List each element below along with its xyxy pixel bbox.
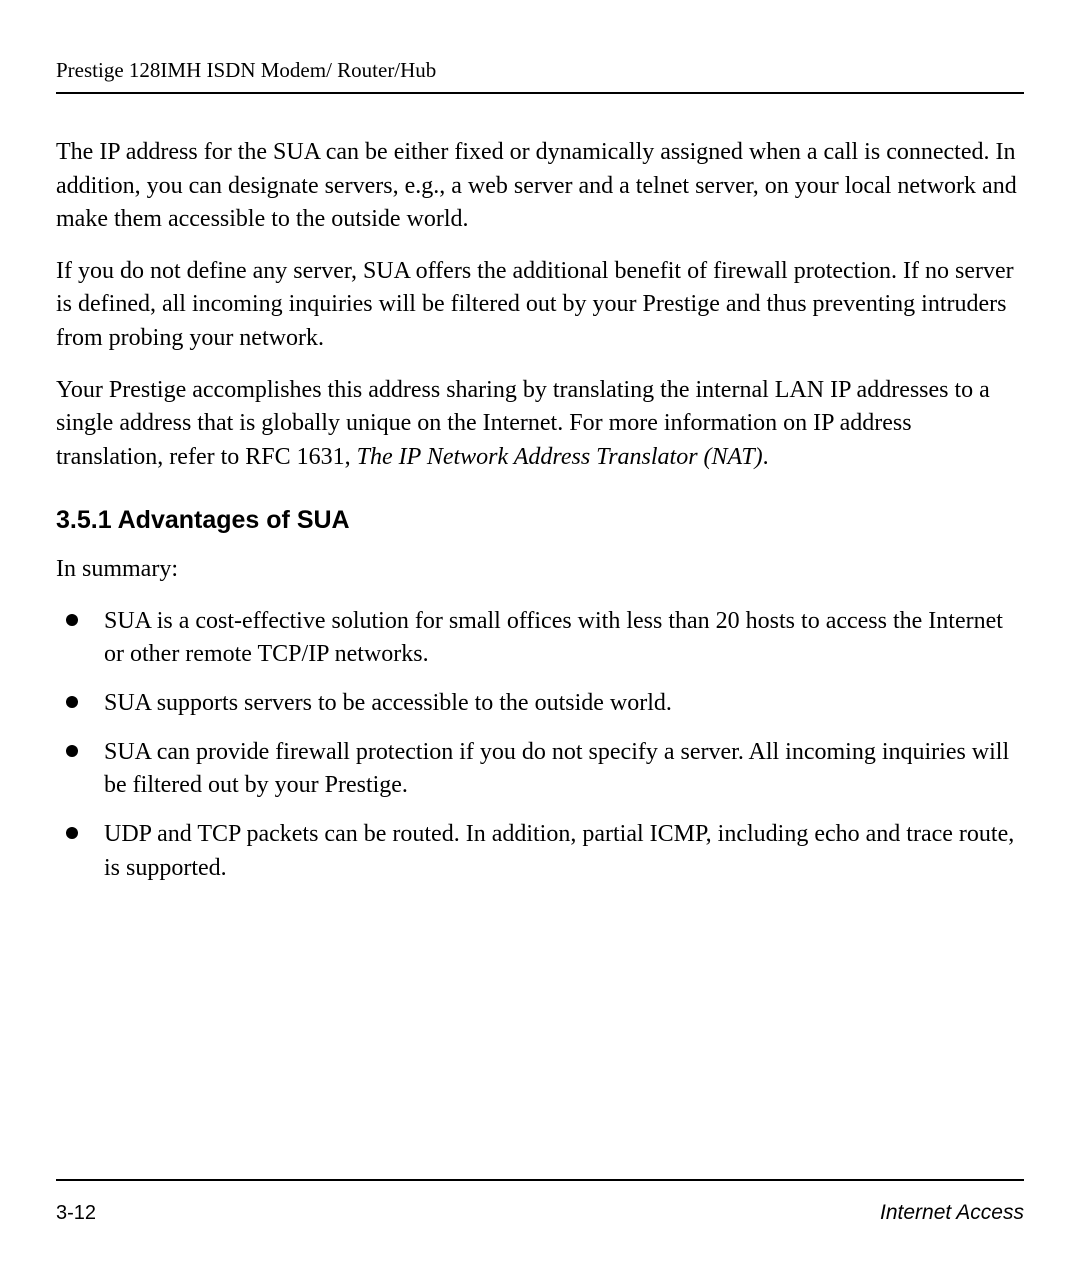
page-footer: 3-12 Internet Access (56, 1179, 1024, 1225)
paragraph-2: If you do not define any server, SUA off… (56, 255, 1024, 356)
document-page: Prestige 128IMH ISDN Modem/ Router/Hub T… (56, 58, 1024, 1225)
paragraph-3-italic: The IP Network Address Translator (NAT) (357, 444, 763, 470)
list-item: SUA can provide firewall protection if y… (56, 736, 1024, 802)
subheading-advantages: 3.5.1 Advantages of SUA (56, 506, 1024, 535)
page-number: 3-12 (56, 1202, 96, 1225)
footer-section-title: Internet Access (880, 1201, 1024, 1225)
list-item: UDP and TCP packets can be routed. In ad… (56, 818, 1024, 884)
list-item: SUA is a cost-effective solution for sma… (56, 605, 1024, 671)
bullet-list: SUA is a cost-effective solution for sma… (56, 605, 1024, 885)
list-item: SUA supports servers to be accessible to… (56, 687, 1024, 720)
paragraph-1: The IP address for the SUA can be either… (56, 136, 1024, 237)
paragraph-3: Your Prestige accomplishes this address … (56, 374, 1024, 475)
running-head: Prestige 128IMH ISDN Modem/ Router/Hub (56, 58, 1024, 94)
summary-line: In summary: (56, 553, 1024, 587)
paragraph-3-post: . (763, 444, 769, 470)
